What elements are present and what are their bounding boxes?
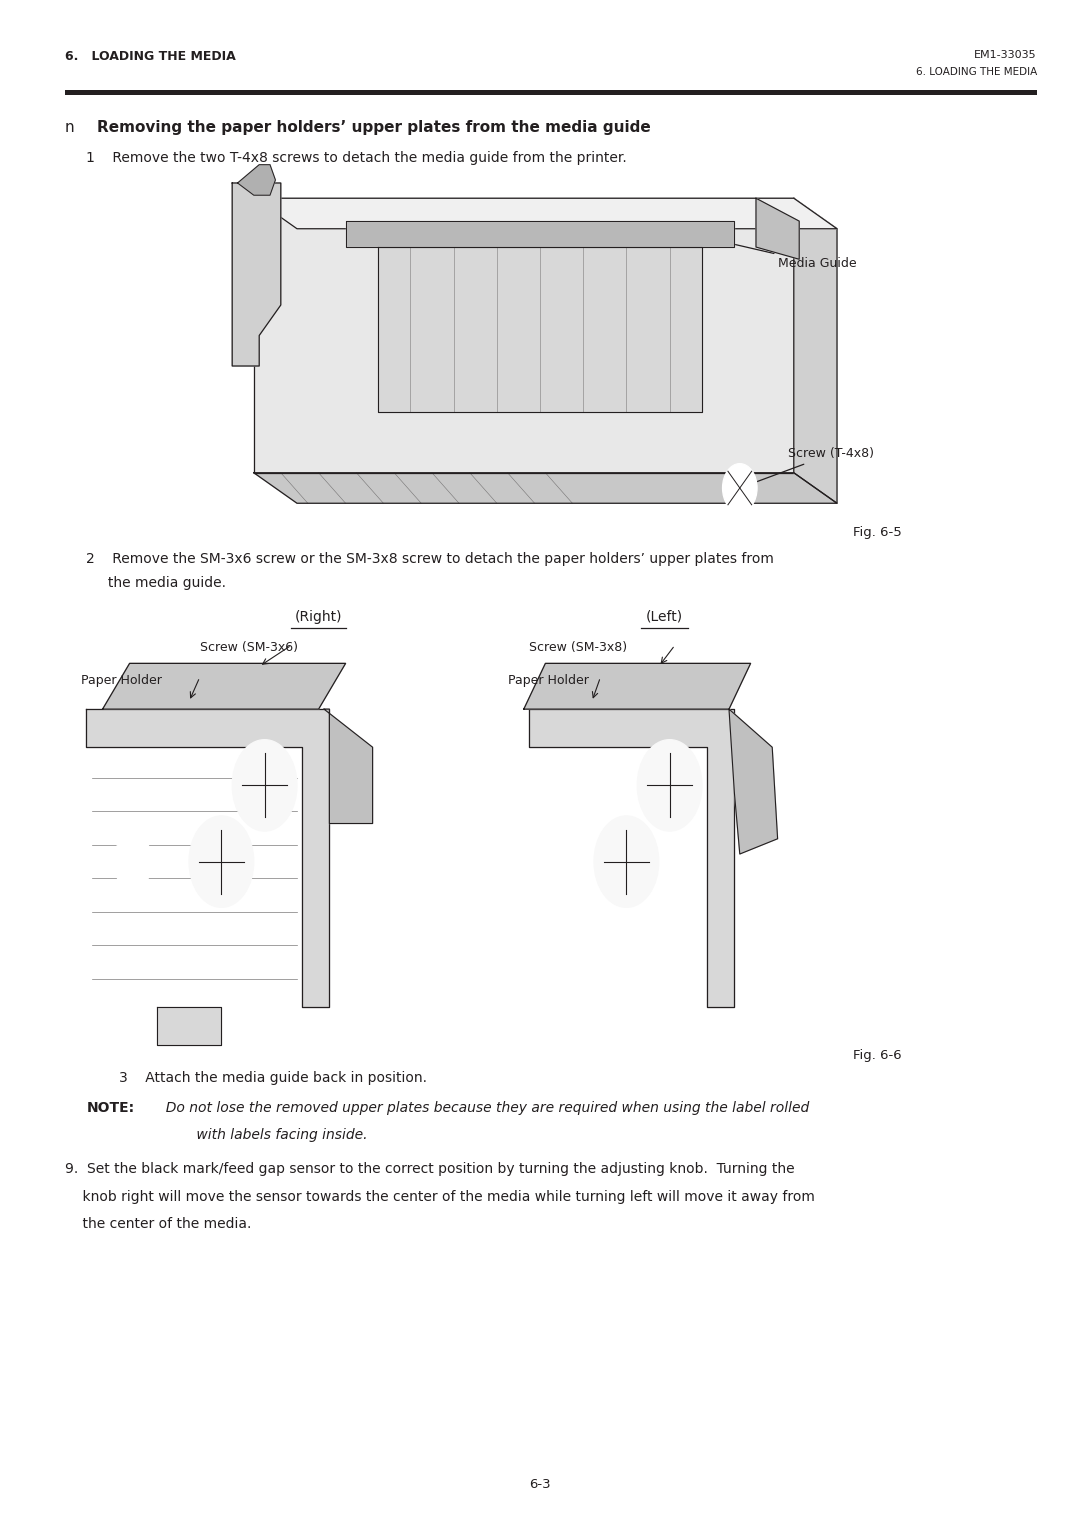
Circle shape (723, 464, 757, 512)
Polygon shape (756, 198, 799, 259)
Polygon shape (529, 709, 734, 1006)
Circle shape (232, 740, 297, 831)
Text: knob right will move the sensor towards the center of the media while turning le: knob right will move the sensor towards … (65, 1190, 814, 1203)
Text: 6-3: 6-3 (529, 1478, 551, 1491)
Polygon shape (794, 198, 837, 503)
Text: Screw (T-4x8): Screw (T-4x8) (744, 447, 875, 486)
Text: Removing the paper holders’ upper plates from the media guide: Removing the paper holders’ upper plates… (97, 120, 651, 136)
Polygon shape (254, 473, 837, 503)
Circle shape (189, 816, 254, 907)
Polygon shape (103, 663, 346, 709)
Polygon shape (378, 247, 702, 412)
Text: (Left): (Left) (646, 610, 683, 624)
Text: Fig. 6-5: Fig. 6-5 (853, 526, 902, 540)
Polygon shape (238, 165, 275, 195)
Polygon shape (254, 198, 837, 229)
Text: 9.  Set the black mark/feed gap sensor to the correct position by turning the ad: 9. Set the black mark/feed gap sensor to… (65, 1162, 795, 1176)
Polygon shape (524, 663, 751, 709)
Text: Paper Holder: Paper Holder (81, 674, 162, 688)
Text: 6.   LOADING THE MEDIA: 6. LOADING THE MEDIA (65, 50, 235, 64)
Text: the media guide.: the media guide. (86, 576, 227, 590)
Polygon shape (232, 183, 281, 366)
Circle shape (637, 740, 702, 831)
Text: Screw (SM-3x6): Screw (SM-3x6) (200, 640, 298, 654)
Circle shape (113, 834, 152, 889)
Text: EM1-33035: EM1-33035 (974, 50, 1037, 61)
Text: Do not lose the removed upper plates because they are required when using the la: Do not lose the removed upper plates bec… (157, 1101, 809, 1115)
Polygon shape (254, 198, 794, 473)
Circle shape (594, 816, 659, 907)
Polygon shape (157, 1006, 221, 1045)
Text: 6. LOADING THE MEDIA: 6. LOADING THE MEDIA (916, 67, 1037, 78)
Text: Screw (SM-3x8): Screw (SM-3x8) (529, 640, 627, 654)
Text: (Right): (Right) (295, 610, 342, 624)
Text: Media Guide: Media Guide (704, 236, 856, 270)
Circle shape (534, 834, 572, 889)
Text: Fig. 6-6: Fig. 6-6 (853, 1049, 902, 1063)
Text: 2    Remove the SM-3x6 screw or the SM-3x8 screw to detach the paper holders’ up: 2 Remove the SM-3x6 screw or the SM-3x8 … (86, 552, 774, 566)
FancyBboxPatch shape (65, 90, 1037, 95)
Text: n: n (65, 120, 75, 136)
Text: 1    Remove the two T-4x8 screws to detach the media guide from the printer.: 1 Remove the two T-4x8 screws to detach … (86, 151, 627, 165)
Text: the center of the media.: the center of the media. (65, 1217, 252, 1231)
Text: Paper Holder: Paper Holder (508, 674, 589, 688)
Polygon shape (324, 709, 373, 824)
Text: 3    Attach the media guide back in position.: 3 Attach the media guide back in positio… (119, 1071, 427, 1084)
Text: NOTE:: NOTE: (86, 1101, 135, 1115)
Polygon shape (729, 709, 778, 854)
Text: with labels facing inside.: with labels facing inside. (157, 1128, 367, 1142)
Polygon shape (86, 709, 329, 1006)
Polygon shape (346, 221, 734, 247)
